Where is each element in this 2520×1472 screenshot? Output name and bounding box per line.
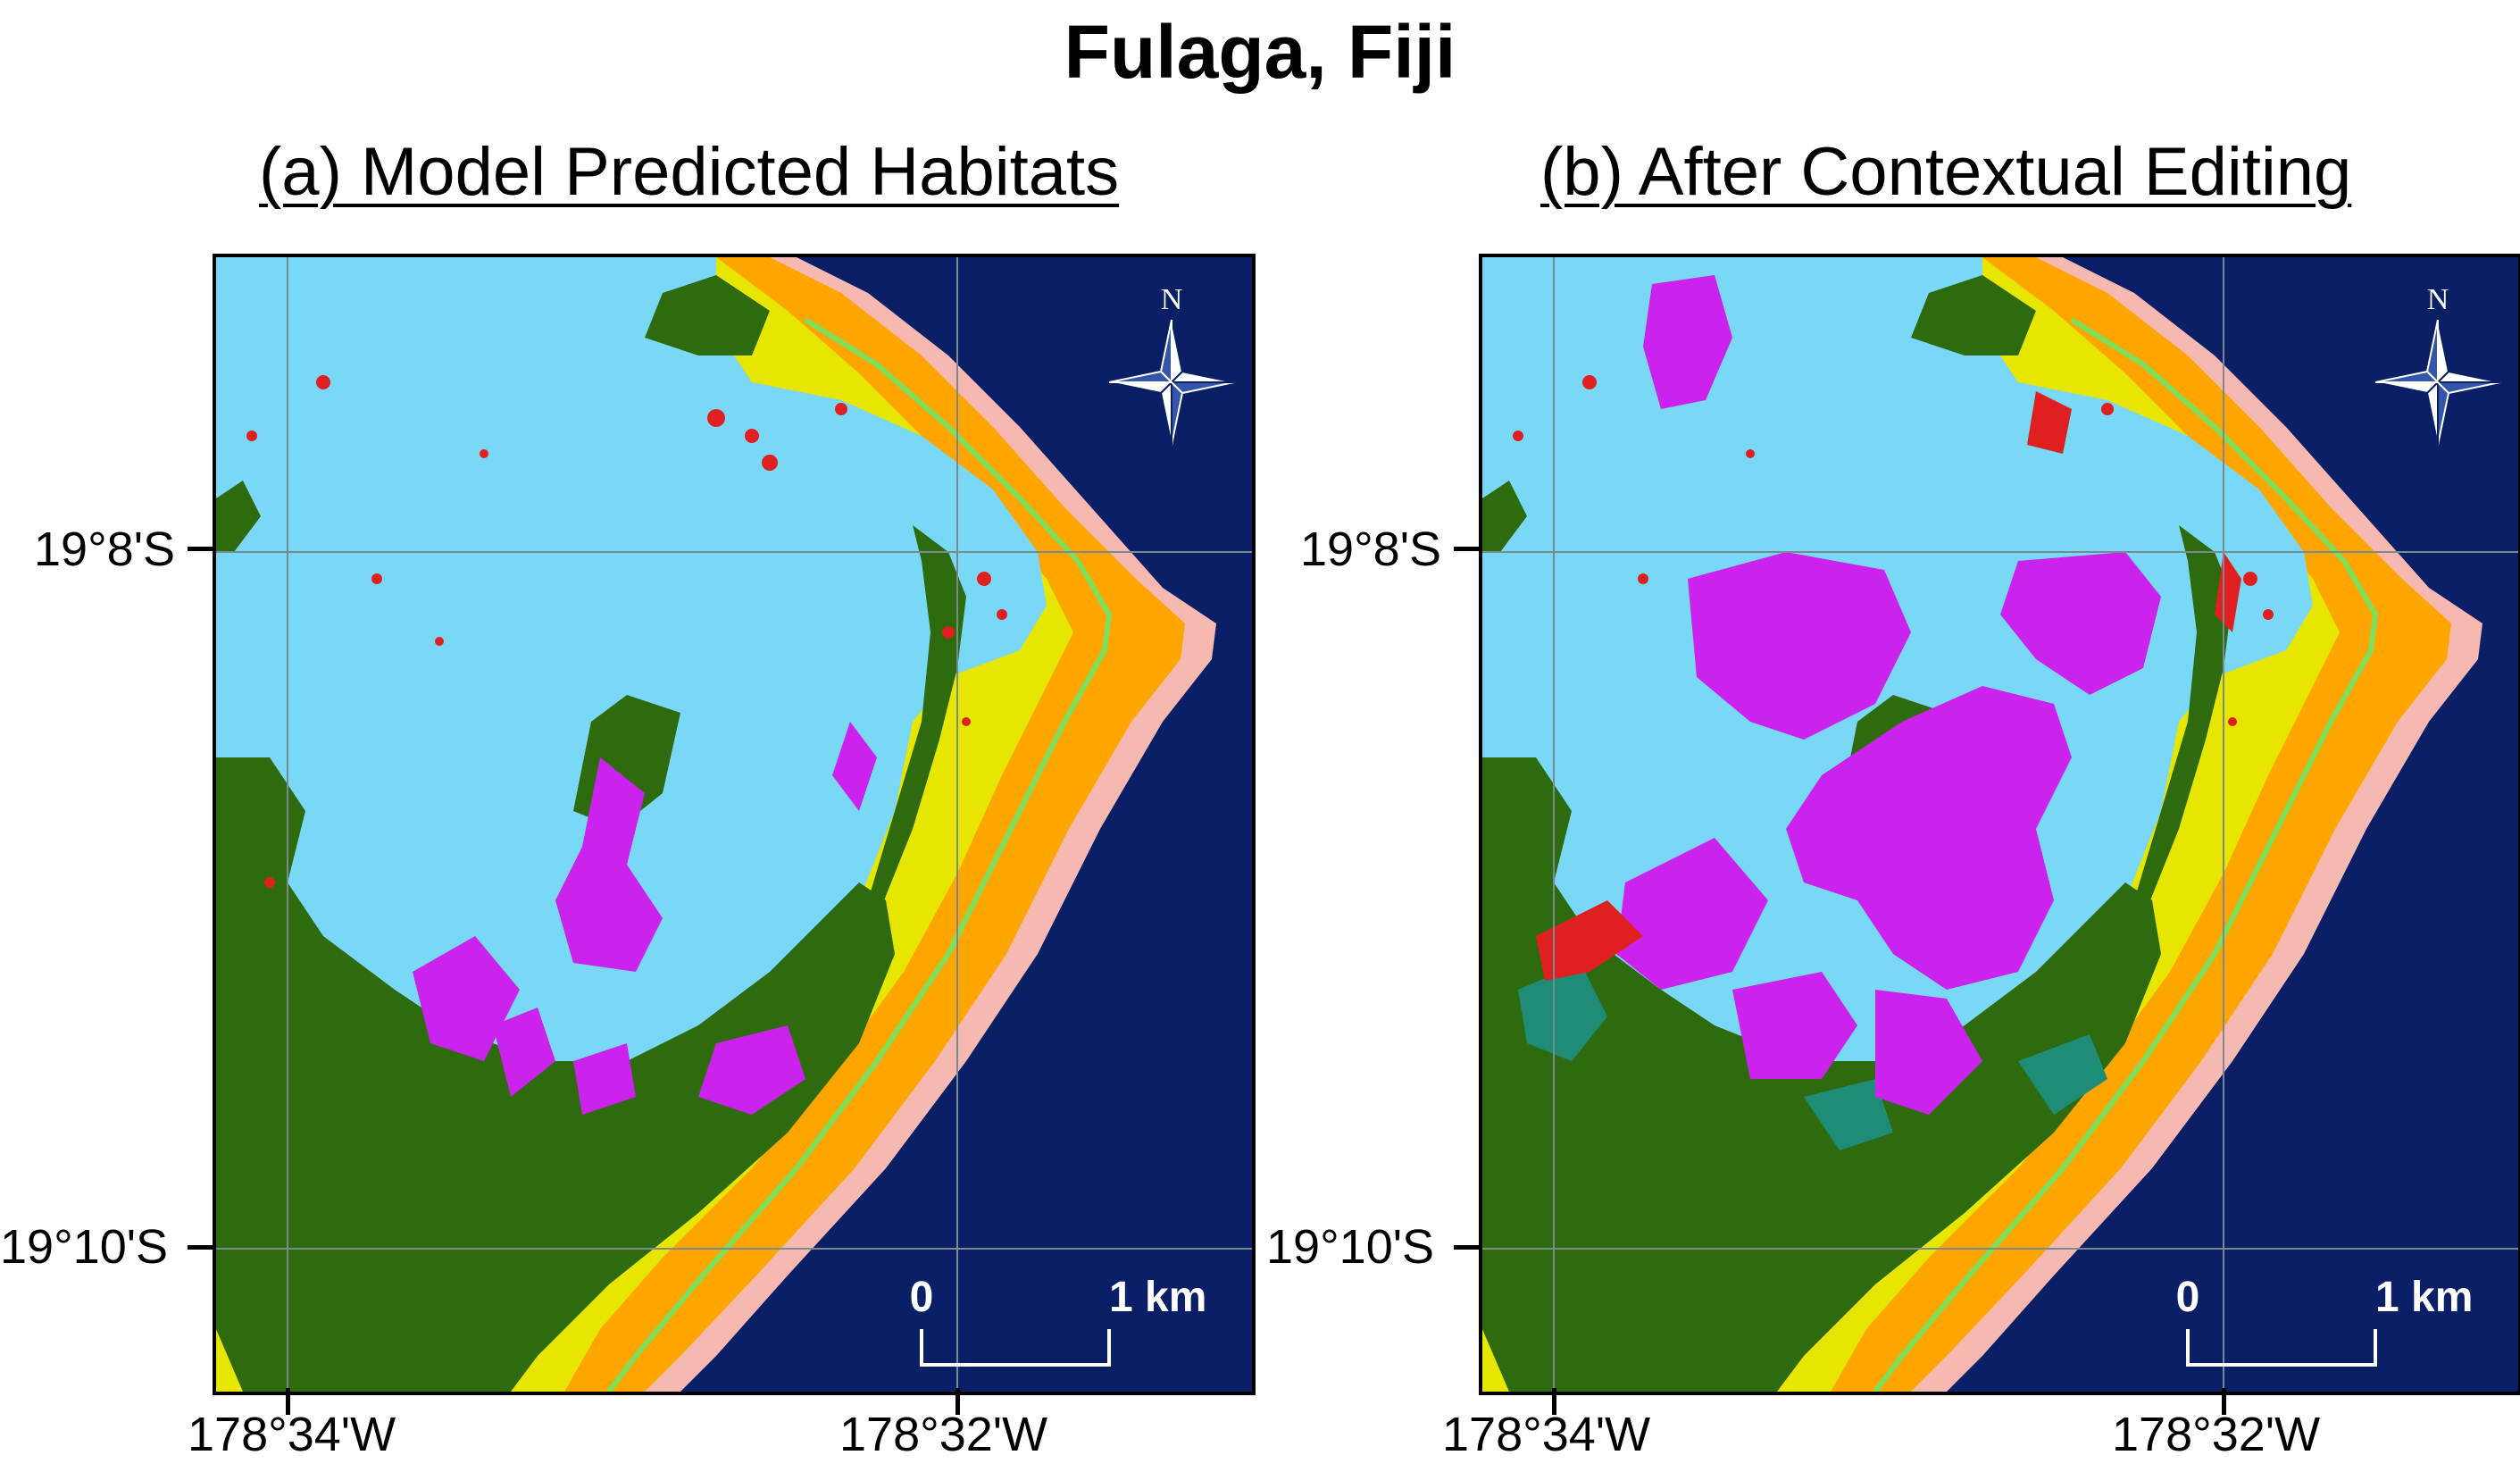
lat-tick [188, 1245, 214, 1250]
lon-tick [286, 1388, 290, 1415]
north-arrow-icon: N [2374, 283, 2501, 446]
lat-tick [188, 547, 214, 551]
lat-label-19-8: 19°8'S [34, 523, 176, 576]
lon-label-178-34: 178°34'W [188, 1408, 396, 1461]
north-arrow-icon: N [1108, 283, 1235, 446]
panel-b-subtitle: (b) After Contextual Editing [1540, 134, 2352, 210]
scale-end-label: 1 km [2375, 1274, 2473, 1321]
seagrass-patches [1616, 275, 2161, 1115]
scale-end-label: 1 km [1109, 1274, 1206, 1321]
lat-label-19-8: 19°8'S [1300, 523, 1442, 576]
coral-patches [1513, 375, 2274, 981]
map-panel-a: N 0 1 km [213, 254, 1256, 1395]
lat-tick [1454, 1245, 1481, 1250]
lon-label-178-32: 178°32'W [2112, 1408, 2321, 1461]
island-north [645, 275, 770, 355]
scale-bar: 0 1 km [2176, 1274, 2473, 1367]
scale-start-label: 0 [2176, 1274, 2200, 1321]
lat-tick [1454, 547, 1481, 551]
mangrove-patches [1518, 963, 2107, 1150]
lat-label-19-10: 19°10'S [0, 1220, 169, 1274]
lat-label-19-10: 19°10'S [1266, 1220, 1435, 1274]
north-label: N [1161, 283, 1183, 316]
map-panel-b: N 0 1 km [1479, 254, 2520, 1395]
reef-edge-line [1873, 317, 2379, 1392]
lon-tick [1552, 1388, 1556, 1415]
panel-a-subtitle: (a) Model Predicted Habitats [259, 134, 1120, 210]
lon-label-178-34: 178°34'W [1442, 1408, 1651, 1461]
habitat-map-b: N 0 1 km [1482, 257, 2518, 1392]
habitat-map-a: N 0 1 km [216, 257, 1252, 1392]
figure-title: Fulaga, Fiji [1064, 10, 1456, 94]
land-arc-east [868, 525, 966, 918]
land-arc-east [2134, 525, 2232, 918]
lon-label-178-32: 178°32'W [839, 1408, 1048, 1461]
seagrass-patches [413, 722, 877, 1115]
island-west-edge [216, 481, 261, 552]
coral-patches [246, 375, 1007, 888]
scale-bar: 0 1 km [910, 1274, 1206, 1367]
land-west-south [216, 757, 895, 1392]
reef-edge-line [606, 317, 1113, 1392]
lon-tick [2222, 1388, 2226, 1415]
island-north [1911, 275, 2036, 355]
north-label: N [2427, 283, 2449, 316]
lon-tick [955, 1388, 960, 1415]
scale-start-label: 0 [910, 1274, 934, 1321]
island-west-edge [1482, 481, 1527, 552]
